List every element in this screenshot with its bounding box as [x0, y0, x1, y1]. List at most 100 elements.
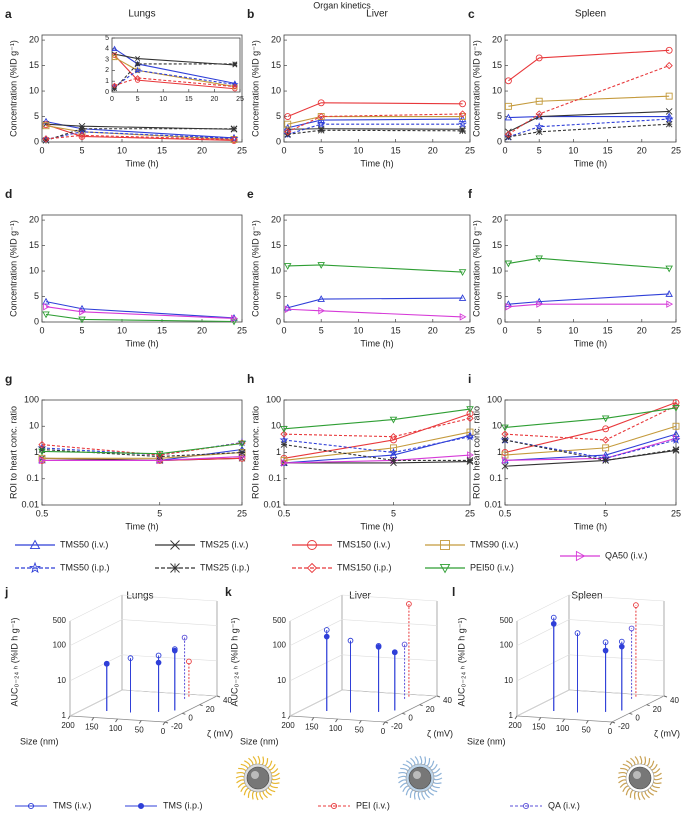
x-tick — [162, 721, 166, 726]
marker — [633, 602, 639, 608]
marker — [459, 100, 467, 108]
marker — [458, 110, 467, 118]
marker — [232, 61, 238, 67]
z-tick-label: 10 — [504, 676, 513, 685]
x-tick-label: 25 — [465, 508, 475, 518]
marker — [38, 440, 46, 449]
x-axis-label: Time (h) — [574, 158, 607, 168]
series-line — [42, 456, 243, 461]
marker — [406, 601, 412, 607]
series-line — [508, 49, 670, 82]
y-tick-label: 10 — [271, 85, 281, 95]
grid-line — [289, 594, 438, 622]
marker — [42, 297, 50, 305]
x-tick-label: 15 — [185, 96, 193, 103]
marker — [238, 440, 246, 448]
marker — [534, 122, 544, 131]
y-tick-label: 0.1 — [26, 473, 39, 483]
x-tick — [67, 715, 71, 720]
marker — [466, 414, 474, 422]
marker — [666, 300, 674, 308]
y-tick-label: 1 — [34, 447, 39, 457]
marker — [79, 308, 86, 316]
y-axis-label: ROI to heart conc. ratio — [250, 406, 260, 499]
x-tick-label: 0.5 — [499, 508, 512, 518]
marker — [505, 302, 513, 311]
marker — [466, 406, 474, 414]
y-tick-label: 0 — [276, 316, 281, 326]
axes-frame — [504, 214, 677, 323]
y-tick-label: 0 — [34, 316, 39, 326]
ligand — [431, 783, 440, 789]
y-tick-label: 10 — [29, 85, 39, 95]
x-axis-label: Time (h) — [125, 521, 158, 531]
marker — [504, 77, 512, 85]
y-tick-label: 2 — [105, 67, 109, 74]
series-line — [508, 65, 670, 135]
marker — [78, 131, 86, 140]
y-tick-label: 20 — [271, 34, 281, 44]
marker — [42, 137, 50, 144]
marker — [501, 424, 509, 432]
marker — [375, 644, 382, 650]
x-tick-label: 25 — [236, 96, 244, 103]
x-axis-label: Size (nm) — [240, 736, 279, 746]
figure-title: Organ kinetics — [313, 0, 371, 10]
marker — [103, 660, 110, 667]
marker — [78, 316, 86, 324]
ligand — [251, 790, 256, 800]
marker — [501, 462, 509, 470]
y-tick-label: 0 — [34, 136, 39, 146]
x-tick-label: 200 — [508, 721, 522, 730]
x-tick-label: 200 — [61, 721, 75, 730]
y-tick-label: 0.01 — [484, 499, 502, 509]
x-tick-label: 20 — [428, 145, 438, 155]
ligand — [432, 780, 442, 785]
y-tick-label: 15 — [492, 240, 502, 250]
marker — [664, 114, 674, 123]
x-tick-label: 15 — [391, 145, 401, 155]
panel-letter: j — [4, 585, 8, 599]
particle-highlight — [413, 771, 421, 779]
legend-label: TMS (i.v.) — [53, 800, 91, 810]
series-line — [287, 123, 463, 135]
marker — [522, 802, 530, 810]
ligand — [637, 790, 641, 801]
y-tick-label: 0.1 — [489, 473, 502, 483]
series-line — [114, 56, 235, 88]
x-tick — [335, 718, 338, 723]
marker — [186, 658, 192, 665]
marker — [323, 633, 330, 640]
panel-letter: d — [5, 187, 12, 201]
marker — [323, 627, 330, 633]
y-tick-label: 5 — [276, 111, 281, 121]
x-tick-label: 10 — [568, 145, 578, 155]
x-tick-label: 5 — [391, 508, 396, 518]
y-axis-label: Concentration (%ID g⁻¹) — [250, 220, 260, 317]
series-line — [504, 407, 677, 428]
marker — [439, 563, 451, 574]
marker — [111, 54, 118, 61]
ligand — [263, 758, 269, 767]
marker — [665, 92, 673, 100]
y-axis-label: ROI to heart conc. ratio — [8, 406, 18, 499]
x-tick-label: 50 — [355, 726, 364, 735]
y-tick-label: 0 — [497, 136, 502, 146]
x-tick-label: 25 — [237, 508, 247, 518]
panel-letter: a — [5, 7, 12, 21]
x-tick-label: 0 — [502, 325, 507, 335]
marker — [601, 415, 610, 423]
x-tick-label: 20 — [428, 325, 438, 335]
x-tick-label: 0 — [281, 325, 286, 335]
y-axis-label: ζ (mV) — [654, 728, 680, 738]
series-line — [287, 264, 463, 273]
marker — [602, 647, 609, 654]
y-tick-label: -20 — [618, 722, 630, 731]
marker — [29, 561, 41, 574]
marker — [459, 113, 467, 120]
grid-line — [69, 654, 218, 682]
y-tick-label: 5 — [34, 291, 39, 301]
x-tick — [514, 715, 518, 720]
y-axis-label: Concentration (%ID g⁻¹) — [471, 220, 481, 317]
y-tick — [199, 704, 203, 707]
